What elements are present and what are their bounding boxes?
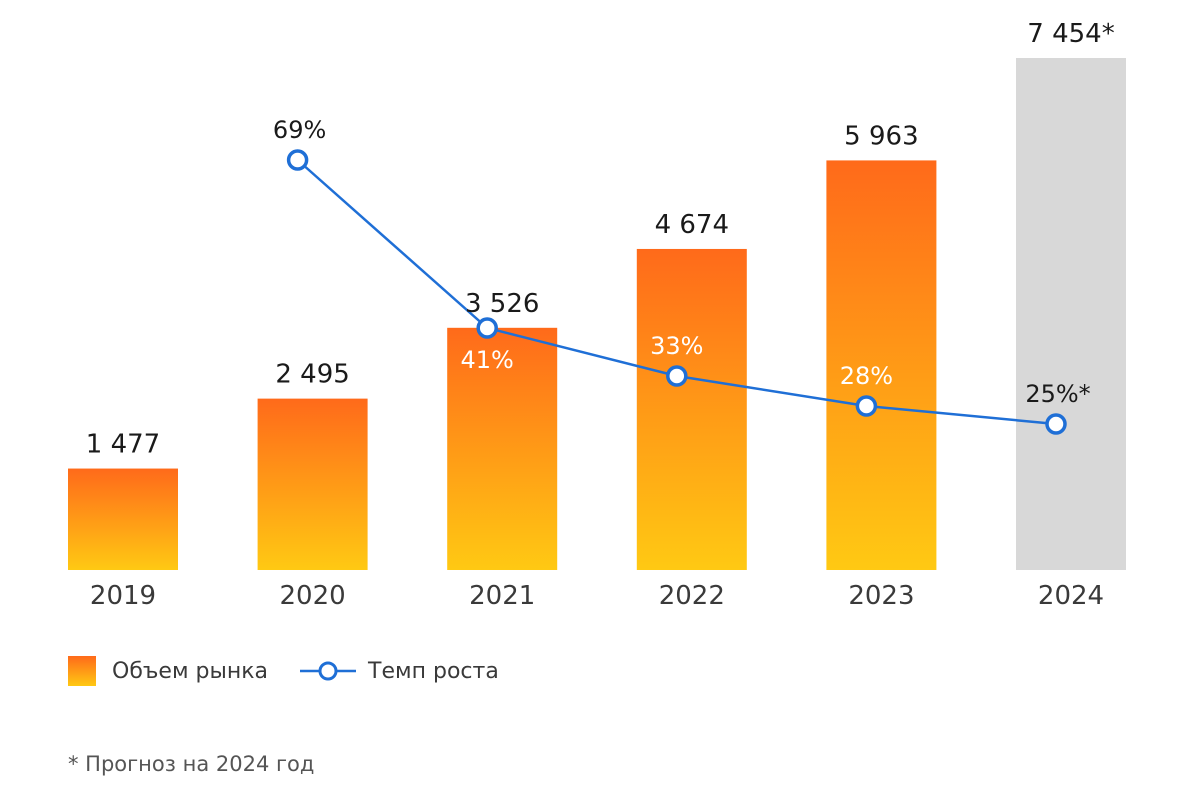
- bar-value-label-2023: 5 963: [844, 121, 918, 151]
- bar-2023: [826, 160, 937, 570]
- growth-rate-point-2024: [1045, 413, 1067, 435]
- year-label-2020: 2020: [280, 581, 346, 611]
- legend-market-volume: Объем рынка: [112, 658, 269, 684]
- growth-rate-point-2022: [666, 365, 688, 387]
- growth-rate-line-icon: [300, 661, 357, 681]
- year-label-2022: 2022: [659, 581, 725, 611]
- bar-value-label-2021: 3 526: [465, 289, 539, 319]
- growth-rate-label-2024: 25%*: [1025, 380, 1090, 408]
- growth-rate-point-2021: [476, 317, 498, 339]
- bar-value-label-2022: 4 674: [655, 210, 729, 240]
- year-label-2023: 2023: [848, 581, 914, 611]
- bar-2021: [447, 327, 558, 570]
- market-chart: 1 477 2019 2 495 2020 3 526 2021 4 674 2022 5 96…: [68, 19, 1126, 611]
- year-label-2019: 2019: [90, 581, 156, 611]
- bar-2024: [1016, 58, 1126, 570]
- bar-2020: [257, 398, 368, 570]
- growth-rate-label-2020: 69%: [273, 116, 326, 144]
- bar-value-label-2020: 2 495: [275, 360, 349, 390]
- growth-rate-label-2022: 33%: [650, 332, 703, 360]
- growth-rate-point-2023: [855, 395, 878, 417]
- year-label-2024: 2024: [1038, 581, 1104, 611]
- bar-value-label-2019: 1 477: [86, 430, 160, 460]
- forecast-footnote: * Прогноз на 2024 год: [68, 752, 315, 776]
- year-label-2021: 2021: [469, 581, 535, 611]
- bar-value-label-2024: 7 454*: [1027, 19, 1114, 49]
- legend-growth-rate: Темп роста: [368, 658, 499, 684]
- bar-2019: [68, 468, 178, 570]
- growth-rate-label-2021: 41%: [461, 346, 514, 374]
- growth-rate-point-2020: [286, 149, 309, 171]
- growth-rate-label-2023: 28%: [840, 362, 893, 390]
- bar-2022: [636, 248, 747, 570]
- chart-legend: Объем рынка Темп роста: [68, 656, 499, 686]
- market-volume-swatch: [68, 656, 96, 686]
